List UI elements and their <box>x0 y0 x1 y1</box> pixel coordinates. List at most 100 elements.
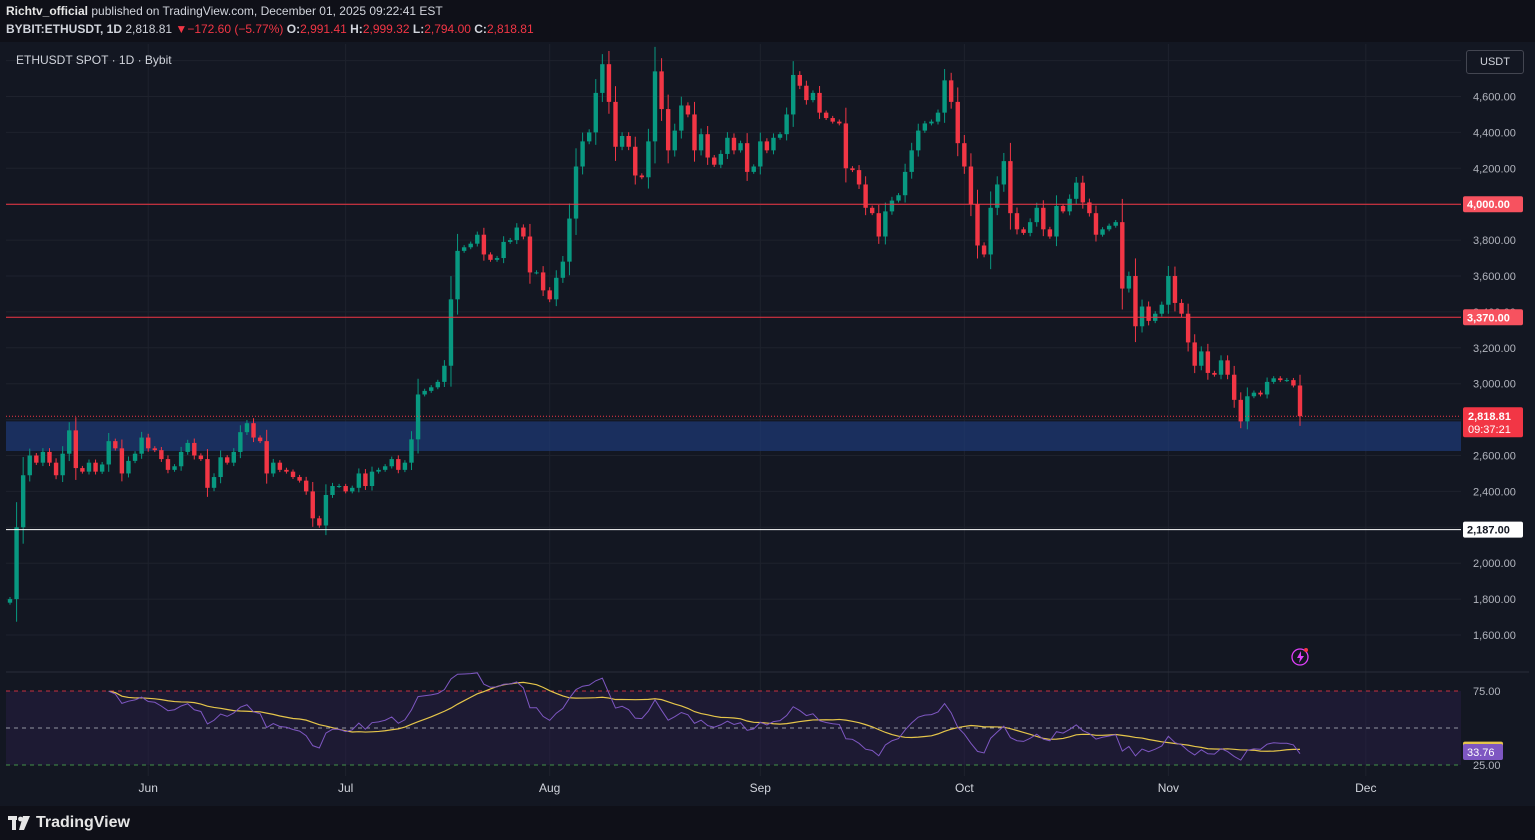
candle-body[interactable] <box>659 71 664 110</box>
candle-body[interactable] <box>1291 380 1296 386</box>
candle-body[interactable] <box>916 130 921 151</box>
candle-body[interactable] <box>935 112 941 122</box>
candle-body[interactable] <box>929 121 934 124</box>
candle-body[interactable] <box>600 64 605 93</box>
candle-body[interactable] <box>876 213 881 237</box>
candle-body[interactable] <box>409 439 414 463</box>
candle-body[interactable] <box>442 365 447 382</box>
candle-body[interactable] <box>1159 304 1164 314</box>
candle-body[interactable] <box>1212 372 1217 375</box>
candle-body[interactable] <box>547 290 552 300</box>
candle-body[interactable] <box>415 394 421 440</box>
candle-body[interactable] <box>1284 380 1290 382</box>
candle-body[interactable] <box>1120 222 1125 289</box>
candle-body[interactable] <box>80 468 85 472</box>
candle-body[interactable] <box>1166 276 1171 305</box>
candle-body[interactable] <box>626 135 631 147</box>
candle-body[interactable] <box>422 390 427 395</box>
candle-body[interactable] <box>685 105 691 115</box>
candle-body[interactable] <box>1185 313 1191 343</box>
candle-body[interactable] <box>804 85 809 101</box>
candle-body[interactable] <box>257 437 263 442</box>
candle-body[interactable] <box>218 457 223 478</box>
candle-body[interactable] <box>1067 198 1072 212</box>
candle-body[interactable] <box>244 423 250 433</box>
candle-body[interactable] <box>67 430 72 454</box>
candle-body[interactable] <box>567 218 572 262</box>
candle-body[interactable] <box>1297 385 1303 417</box>
candle-body[interactable] <box>494 258 500 260</box>
candle-body[interactable] <box>1001 161 1007 185</box>
candle-body[interactable] <box>192 442 197 456</box>
candle-body[interactable] <box>303 480 309 492</box>
candle-body[interactable] <box>336 486 342 488</box>
candle-body[interactable] <box>47 451 52 463</box>
candle-body[interactable] <box>488 254 493 260</box>
candle-body[interactable] <box>652 71 658 142</box>
candle-body[interactable] <box>1205 351 1211 373</box>
candle-body[interactable] <box>771 137 776 151</box>
candle-body[interactable] <box>1047 229 1053 237</box>
candle-body[interactable] <box>1054 205 1059 237</box>
candle-body[interactable] <box>1133 276 1138 327</box>
candle-body[interactable] <box>1278 378 1283 381</box>
candle-body[interactable] <box>1113 222 1118 226</box>
candle-body[interactable] <box>73 430 79 469</box>
candle-body[interactable] <box>1074 182 1079 199</box>
candle-body[interactable] <box>34 455 39 463</box>
candle-body[interactable] <box>1179 302 1184 314</box>
candle-body[interactable] <box>560 261 566 278</box>
candle-body[interactable] <box>942 80 947 113</box>
candle-body[interactable] <box>27 455 32 476</box>
candle-body[interactable] <box>968 166 974 205</box>
candle-body[interactable] <box>988 207 993 255</box>
candle-body[interactable] <box>521 227 526 237</box>
candle-body[interactable] <box>981 245 987 255</box>
candle-body[interactable] <box>902 171 908 196</box>
candle-body[interactable] <box>797 74 802 86</box>
candle-body[interactable] <box>843 123 849 169</box>
candle-body[interactable] <box>1087 202 1092 214</box>
candle-body[interactable] <box>573 166 579 219</box>
candle-body[interactable] <box>962 143 967 167</box>
candle-body[interactable] <box>284 469 289 472</box>
candle-body[interactable] <box>40 451 46 463</box>
candle-body[interactable] <box>159 450 164 460</box>
candle-body[interactable] <box>251 423 256 438</box>
candle-body[interactable] <box>396 459 401 470</box>
candle-body[interactable] <box>205 459 210 488</box>
candle-body[interactable] <box>593 92 598 133</box>
candle-body[interactable] <box>725 137 730 154</box>
candle-body[interactable] <box>1014 213 1020 230</box>
candle-body[interactable] <box>1271 378 1276 382</box>
candle-body[interactable] <box>389 459 394 467</box>
candle-body[interactable] <box>14 527 19 600</box>
candle-body[interactable] <box>277 462 283 470</box>
candle-body[interactable] <box>1146 306 1151 321</box>
candle-body[interactable] <box>633 146 638 176</box>
candle-body[interactable] <box>1041 207 1046 230</box>
candle-body[interactable] <box>1100 229 1105 235</box>
candle-body[interactable] <box>198 455 204 460</box>
candle-body[interactable] <box>1080 182 1086 203</box>
candle-body[interactable] <box>948 80 954 102</box>
candle-body[interactable] <box>1199 351 1204 366</box>
candle-body[interactable] <box>1264 381 1270 395</box>
candle-body[interactable] <box>758 141 763 167</box>
candle-body[interactable] <box>231 451 236 463</box>
candle-body[interactable] <box>995 184 1000 208</box>
candle-body[interactable] <box>718 153 724 165</box>
candle-body[interactable] <box>93 462 98 472</box>
candle-body[interactable] <box>810 92 816 101</box>
candle-body[interactable] <box>290 471 296 478</box>
candle-body[interactable] <box>1139 306 1145 327</box>
candle-body[interactable] <box>363 473 368 487</box>
candle-body[interactable] <box>850 168 855 171</box>
candle-body[interactable] <box>343 486 348 492</box>
candle-body[interactable] <box>402 462 408 470</box>
candle-body[interactable] <box>863 184 868 208</box>
candle-body[interactable] <box>113 441 118 449</box>
candle-body[interactable] <box>297 477 302 481</box>
candle-body[interactable] <box>481 234 487 255</box>
candle-body[interactable] <box>119 448 125 474</box>
